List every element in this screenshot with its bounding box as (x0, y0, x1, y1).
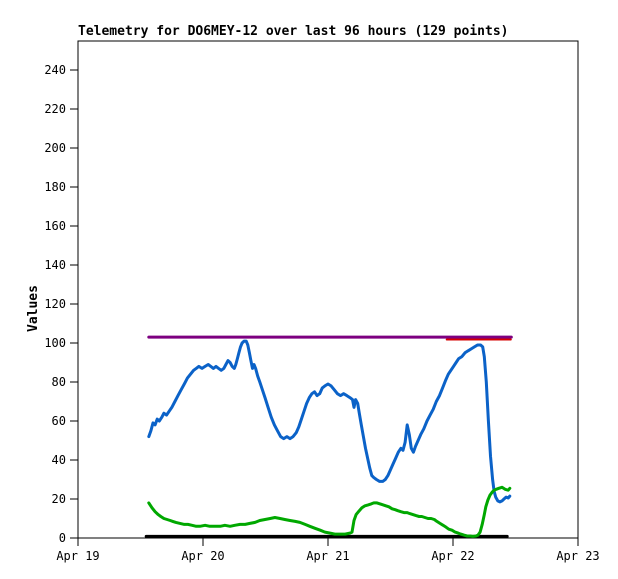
y-tick-label: 60 (52, 414, 66, 428)
y-tick-label: 0 (59, 531, 66, 545)
x-tick-label: Apr 20 (181, 549, 224, 563)
y-tick-label: 140 (44, 258, 66, 272)
y-tick-label: 80 (52, 375, 66, 389)
x-tick-label: Apr 22 (431, 549, 474, 563)
y-tick-label: 220 (44, 102, 66, 116)
y-tick-label: 100 (44, 336, 66, 350)
y-tick-label: 240 (44, 63, 66, 77)
y-tick-label: 160 (44, 219, 66, 233)
x-tick-label: Apr 21 (306, 549, 349, 563)
y-tick-label: 20 (52, 492, 66, 506)
plot-frame (77, 40, 579, 539)
x-tick-label: Apr 23 (556, 549, 599, 563)
series-channel-blue (147, 339, 512, 504)
y-tick-label: 180 (44, 180, 66, 194)
y-tick-label: 120 (44, 297, 66, 311)
y-tick-label: 200 (44, 141, 66, 155)
y-tick-label: 40 (52, 453, 66, 467)
x-tick-label: Apr 19 (56, 549, 99, 563)
series-channel-green (147, 485, 512, 538)
chart-title: Telemetry for DO6MEY-12 over last 96 hou… (78, 24, 509, 39)
